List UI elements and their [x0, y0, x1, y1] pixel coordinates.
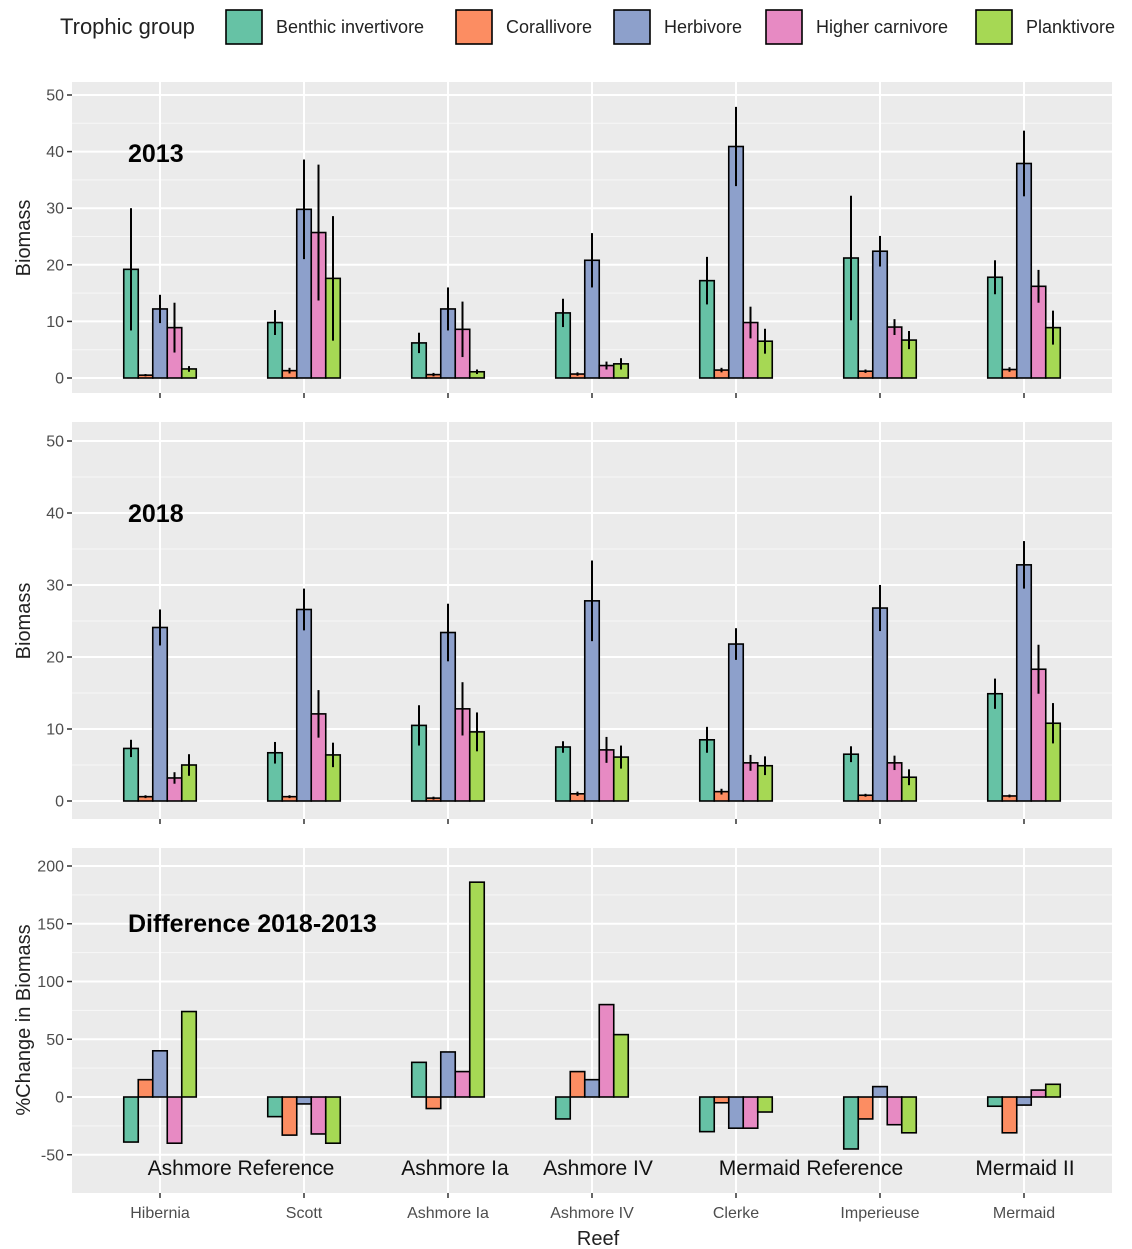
bar-planktivore-imperieuse [900, 1096, 918, 1134]
bar-higher-carnivore-ashmore-iv [598, 1003, 615, 1098]
x-tick-label-ashmore-iv: Ashmore IV [550, 1205, 634, 1222]
y-tick-label: 20 [46, 650, 64, 667]
y-tick-label: 50 [46, 1032, 64, 1049]
legend-key-herbivore [613, 9, 651, 45]
group-label-ashmore-iv: Ashmore IV [543, 1157, 653, 1180]
legend-title: Trophic group [60, 14, 195, 39]
bar-corallivore-ashmore-ia [425, 1096, 442, 1110]
y-tick-label: 40 [46, 506, 64, 523]
legend-key-higher-carnivore [765, 9, 803, 45]
bar-herbivore-imperieuse [871, 1085, 889, 1098]
legend-key-planktivore [975, 9, 1013, 45]
bar-herbivore-hibernia [151, 626, 169, 802]
bar-higher-carnivore-mermaid [1030, 1089, 1047, 1098]
bar-benthic-invertivore-ashmore-iv [554, 746, 572, 802]
legend-key-corallivore [455, 9, 493, 45]
panel-2018: 0 10 20 30 40 50 [46, 422, 1112, 824]
panel-2013: 0 10 20 30 40 50 [46, 82, 1112, 398]
bar-benthic-invertivore-mermaid [986, 692, 1004, 802]
bar-benthic-invertivore-ashmore-iv [554, 1096, 572, 1120]
bar-benthic-invertivore-mermaid [986, 1096, 1004, 1108]
bar-corallivore-clerke [713, 1096, 730, 1104]
bar-planktivore-clerke [756, 1096, 774, 1113]
y-tick-label: 30 [46, 578, 64, 595]
panel-label-2018: 2018 [128, 500, 184, 528]
y-tick-label: -50 [41, 1147, 64, 1164]
group-label-mermaid-reference: Mermaid Reference [719, 1157, 903, 1180]
bar-herbivore-imperieuse [871, 250, 889, 379]
bar-benthic-invertivore-clerke [698, 1096, 716, 1133]
bar-higher-carnivore-ashmore-ia [454, 1070, 471, 1098]
x-tick-label-scott: Scott [286, 1205, 323, 1222]
bar-corallivore-scott [281, 1096, 298, 1136]
group-label-ashmore-reference: Ashmore Reference [148, 1157, 335, 1180]
bar-herbivore-imperieuse [871, 607, 889, 802]
legend-key-benthic-invertivore [225, 9, 263, 45]
bar-higher-carnivore-imperieuse [886, 1096, 903, 1126]
group-label-ashmore-ia: Ashmore Ia [401, 1157, 509, 1180]
panel-label-2013: 2013 [128, 140, 184, 168]
panel-label-difference: Difference 2018-2013 [128, 910, 377, 938]
bar-benthic-invertivore-scott [266, 1096, 284, 1118]
x-tick-label-ashmore-ia: Ashmore Ia [407, 1205, 489, 1222]
bar-herbivore-ashmore-ia [439, 1051, 457, 1098]
y-tick-label: 40 [46, 144, 64, 161]
y-tick-label: 0 [55, 1090, 64, 1107]
bar-planktivore-ashmore-ia [468, 881, 486, 1098]
bar-herbivore-ashmore-iv [583, 1078, 601, 1098]
bar-corallivore-hibernia [137, 1078, 154, 1098]
y-tick-label: 50 [46, 434, 64, 451]
y-tick-label: 200 [37, 859, 64, 876]
bar-benthic-invertivore-imperieuse [842, 1096, 860, 1150]
x-tick-label-clerke: Clerke [713, 1205, 759, 1222]
legend-label-higher-carnivore: Higher carnivore [816, 17, 948, 37]
legend-label-corallivore: Corallivore [506, 17, 592, 37]
legend-label-planktivore: Planktivore [1026, 17, 1115, 37]
group-label-mermaid-ii: Mermaid II [975, 1157, 1074, 1180]
y-tick-label: 50 [46, 88, 64, 105]
bar-planktivore-ashmore-iv [612, 1033, 630, 1098]
y-axis-title-difference: %Change in Biomass [13, 924, 35, 1115]
legend-label-benthic-invertivore: Benthic invertivore [276, 17, 424, 37]
y-axis-title-2018: Biomass [13, 583, 35, 660]
bar-herbivore-scott [295, 1096, 313, 1105]
bar-planktivore-hibernia [180, 1010, 198, 1098]
bar-corallivore-mermaid [1001, 1096, 1018, 1134]
bar-herbivore-clerke [727, 643, 745, 802]
bar-corallivore-ashmore-iv [569, 1070, 586, 1098]
y-tick-label: 20 [46, 257, 64, 274]
panel-difference: -50 0 50 100 150 200 [37, 848, 1112, 1198]
y-tick-label: 0 [55, 794, 64, 811]
y-axis-title-2013: Biomass [13, 200, 35, 277]
y-tick-label: 150 [37, 916, 64, 933]
x-tick-label-hibernia: Hibernia [130, 1205, 190, 1222]
y-tick-label: 0 [55, 371, 64, 388]
bar-planktivore-mermaid [1044, 1083, 1062, 1098]
bar-benthic-invertivore-ashmore-ia [410, 1061, 428, 1098]
x-tick-label-imperieuse: Imperieuse [840, 1205, 919, 1222]
bar-planktivore-scott [324, 1096, 342, 1145]
y-tick-label: 10 [46, 722, 64, 739]
y-tick-label: 10 [46, 314, 64, 331]
y-tick-label: 30 [46, 201, 64, 218]
x-axis-title: Reef [577, 1228, 620, 1249]
x-tick-label-mermaid: Mermaid [993, 1205, 1055, 1222]
bar-higher-carnivore-scott [310, 1096, 327, 1135]
legend: Trophic group Benthic invertivore Coralli… [60, 9, 1115, 45]
bar-herbivore-mermaid [1015, 1096, 1033, 1106]
y-tick-label: 100 [37, 974, 64, 991]
bar-herbivore-hibernia [151, 1050, 169, 1098]
bar-herbivore-scott [295, 608, 313, 802]
bar-corallivore-imperieuse [857, 1096, 874, 1120]
legend-label-herbivore: Herbivore [664, 17, 742, 37]
bar-herbivore-clerke [727, 1096, 745, 1129]
bar-herbivore-mermaid [1015, 564, 1033, 802]
bar-higher-carnivore-clerke [742, 1096, 759, 1129]
bar-benthic-invertivore-hibernia [122, 1096, 140, 1143]
bar-higher-carnivore-hibernia [166, 1096, 183, 1145]
